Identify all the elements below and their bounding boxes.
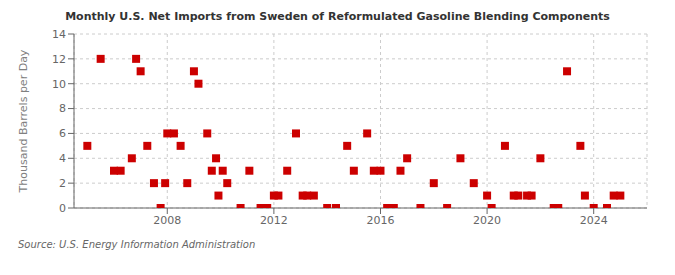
svg-text:2: 2	[59, 177, 66, 190]
html-text:Source: U.S. Energy Informatio: Source: U.S. Energy Information Administ…	[18, 239, 256, 250]
svg-text:6: 6	[59, 127, 66, 140]
svg-text:4: 4	[59, 152, 66, 165]
svg-text:10: 10	[52, 78, 66, 91]
svg-text:0: 0	[59, 202, 66, 215]
svg-text:Thousand Barrels per Day: Thousand Barrels per Day	[17, 49, 30, 193]
svg-text:8: 8	[59, 102, 66, 115]
svg-text:2012: 2012	[260, 214, 288, 227]
svg-text:2020: 2020	[473, 214, 501, 227]
svg-text:2008: 2008	[153, 214, 181, 227]
svg-text:12: 12	[52, 53, 66, 66]
svg-text:14: 14	[52, 28, 66, 41]
svg-text:2016: 2016	[366, 214, 394, 227]
svg-text:2024: 2024	[580, 214, 608, 227]
html-text:Monthly U.S. Net Imports from: Monthly U.S. Net Imports from Sweden of …	[65, 10, 610, 23]
